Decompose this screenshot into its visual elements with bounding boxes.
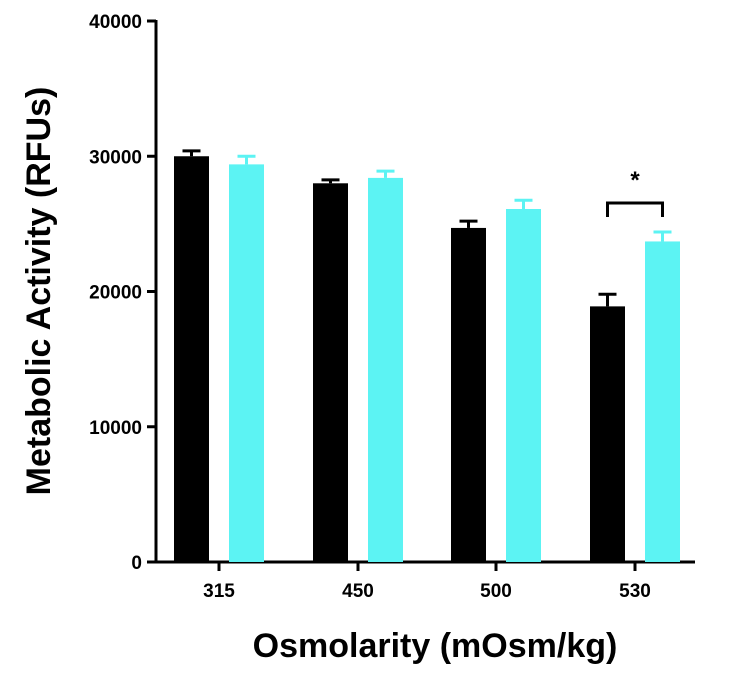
bar: [174, 156, 209, 562]
x-axis-title: Osmolarity (mOsm/kg): [253, 627, 618, 665]
y-tick-label: 0: [131, 553, 142, 574]
bar: [313, 183, 348, 563]
x-tick-label: 315: [203, 581, 235, 602]
bar: [229, 164, 264, 563]
significance-bracket: [606, 201, 664, 217]
x-axis: 315 450 500 530: [154, 560, 695, 602]
bar: [506, 208, 541, 562]
bar: [590, 306, 625, 562]
x-ticks: 315 450 500 530: [203, 562, 651, 602]
annotations: *: [606, 167, 664, 217]
y-axis-title: Metabolic Activity (RFUs): [20, 87, 58, 496]
y-ticks: 0 10000 20000 30000 40000: [89, 12, 156, 574]
x-tick-label: 450: [342, 581, 374, 602]
y-tick-label: 30000: [89, 147, 142, 168]
y-tick-label: 40000: [89, 12, 142, 33]
x-tick-label: 500: [480, 581, 512, 602]
significance-marker: *: [630, 167, 640, 194]
bar: [645, 241, 680, 562]
bars: [174, 149, 680, 563]
bar: [451, 227, 486, 562]
y-tick-label: 10000: [89, 418, 142, 439]
y-axis: 0 10000 20000 30000 40000: [89, 12, 158, 574]
bar: [368, 177, 403, 562]
x-tick-label: 530: [619, 581, 651, 602]
y-tick-label: 20000: [89, 283, 142, 304]
